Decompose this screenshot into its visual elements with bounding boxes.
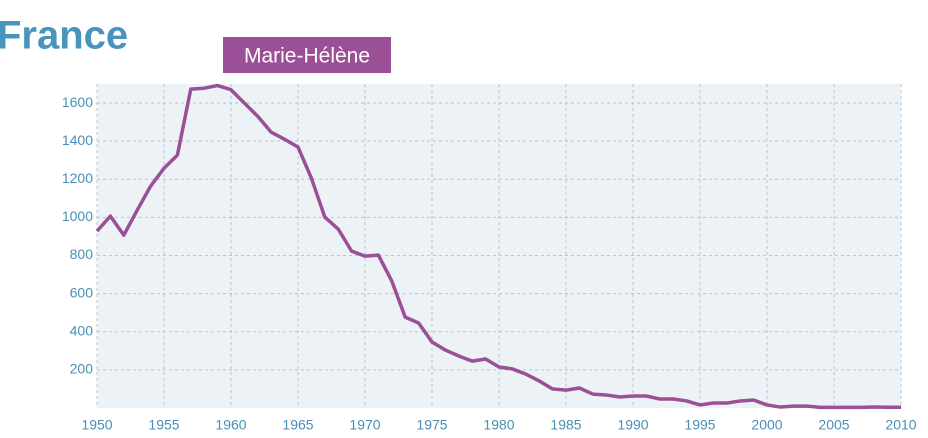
x-tick-label: 2005 xyxy=(818,417,849,433)
x-tick-label: 2010 xyxy=(885,417,916,433)
y-tick-label: 200 xyxy=(70,361,94,377)
y-tick-label: 800 xyxy=(70,246,94,262)
x-tick-label: 1970 xyxy=(349,417,380,433)
legend-label: Marie-Hélène xyxy=(244,45,370,68)
x-tick-label: 1960 xyxy=(215,417,246,433)
legend: Marie-Hélène xyxy=(223,37,391,73)
x-tick-label: 1980 xyxy=(483,417,514,433)
x-tick-label: 2000 xyxy=(751,417,782,433)
y-tick-label: 1600 xyxy=(62,94,93,110)
chart-title: France xyxy=(0,14,128,58)
y-tick-label: 1000 xyxy=(62,208,93,224)
y-tick-label: 1200 xyxy=(62,170,93,186)
y-tick-label: 1400 xyxy=(62,132,93,148)
x-tick-label: 1955 xyxy=(148,417,179,433)
x-tick-label: 1995 xyxy=(684,417,715,433)
line xyxy=(95,83,901,410)
legend-box xyxy=(223,37,391,73)
x-tick-label: 1950 xyxy=(81,417,112,433)
x-tick-label: 1975 xyxy=(416,417,447,433)
y-tick-label: 600 xyxy=(70,284,94,300)
y-tick-label: 400 xyxy=(70,322,94,338)
x-tick-label: 1985 xyxy=(550,417,581,433)
x-tick-label: 1990 xyxy=(617,417,648,433)
x-tick-label: 1965 xyxy=(282,417,313,433)
